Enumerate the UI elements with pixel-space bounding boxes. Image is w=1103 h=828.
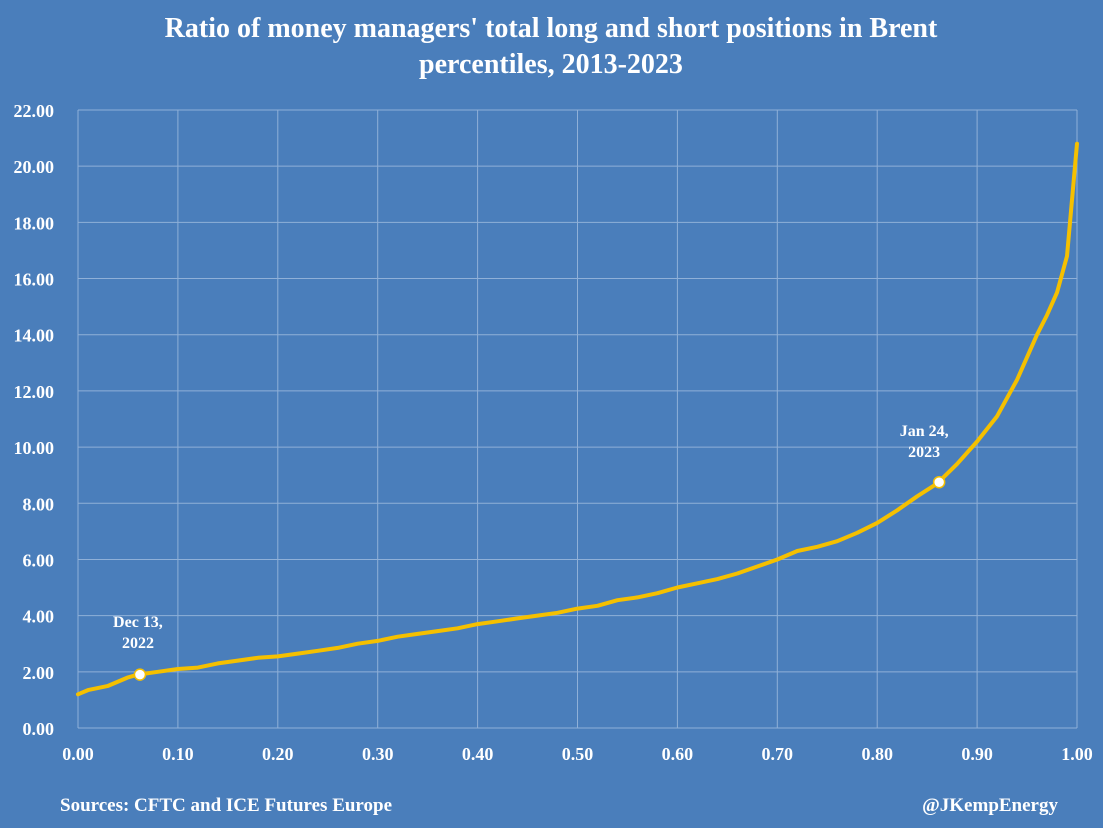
title-line-0: Ratio of money managers' total long and … [165,13,938,44]
x-tick-label: 0.90 [961,744,993,764]
x-tick-label: 0.00 [62,744,94,764]
y-tick-label: 16.00 [14,270,55,290]
x-tick-label: 0.10 [162,744,194,764]
x-tick-label: 0.50 [562,744,594,764]
y-tick-label: 0.00 [23,719,55,739]
x-tick-label: 0.60 [662,744,694,764]
title-line-1: percentiles, 2013-2023 [419,49,683,80]
annotations: Dec 13, 2022 Jan 24, 2023 [113,423,949,681]
y-tick-label: 12.00 [14,382,55,402]
annotation-label: 2023 [908,444,940,461]
y-tick-label: 4.00 [23,607,55,627]
annotation-label: 2022 [122,635,154,652]
y-tick-label: 6.00 [23,550,55,570]
chart-title: Ratio of money managers' total long and … [165,13,938,80]
annotation-label: Dec 13, [113,614,163,631]
y-tick-label: 10.00 [14,438,55,458]
y-tick-label: 22.00 [14,101,55,121]
y-tick-label: 14.00 [14,326,55,346]
x-tick-label: 0.30 [362,744,394,764]
source-note: Sources: CFTC and ICE Futures Europe [60,795,392,816]
x-tick-label: 0.20 [262,744,294,764]
y-tick-label: 2.00 [23,663,55,683]
annotation-marker [133,668,147,681]
annotation-marker [932,475,946,489]
x-tick-label: 1.00 [1061,744,1093,764]
x-tick-label: 0.70 [762,744,794,764]
y-tick-label: 20.00 [14,157,55,177]
gridlines [77,109,1078,729]
annotation-label: Jan 24, [900,423,949,440]
x-tick-label: 0.40 [462,744,494,764]
y-tick-label: 18.00 [14,213,55,233]
x-tick-label: 0.80 [861,744,893,764]
y-axis-ticks: 0.00 2.00 4.00 6.00 8.00 10.00 12.00 14.00 16.00… [14,101,55,739]
y-tick-label: 8.00 [23,494,55,514]
x-axis-ticks: 0.00 0.10 0.20 0.30 0.40 0.50 0.60 0.70 0.80 0.90… [62,744,1093,764]
author-handle: @JKempEnergy [922,795,1058,816]
